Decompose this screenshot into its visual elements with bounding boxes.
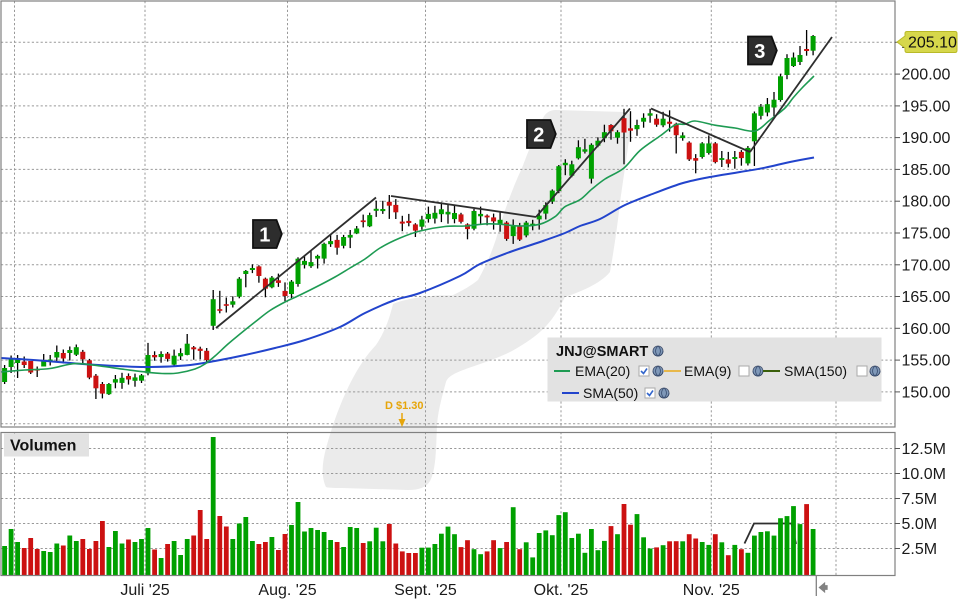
- svg-text:7.5M: 7.5M: [902, 491, 938, 508]
- svg-text:155.00: 155.00: [902, 353, 951, 370]
- svg-text:195.00: 195.00: [902, 98, 951, 115]
- svg-text:Juli '25: Juli '25: [120, 582, 169, 599]
- svg-text:JNJ@SMART: JNJ@SMART: [556, 344, 648, 360]
- svg-text:Nov. '25: Nov. '25: [683, 582, 740, 599]
- svg-text:185.00: 185.00: [902, 162, 951, 179]
- svg-text:SMA(150): SMA(150): [784, 363, 847, 379]
- svg-text:200.00: 200.00: [902, 67, 951, 84]
- svg-text:160.00: 160.00: [902, 321, 951, 338]
- svg-text:EMA(20): EMA(20): [575, 363, 630, 379]
- svg-text:Volumen: Volumen: [10, 438, 76, 455]
- svg-text:10.0M: 10.0M: [902, 466, 946, 483]
- svg-text:5.0M: 5.0M: [902, 516, 938, 533]
- svg-text:1: 1: [259, 224, 270, 246]
- svg-text:SMA(50): SMA(50): [583, 385, 638, 401]
- svg-text:190.00: 190.00: [902, 130, 951, 147]
- svg-text:3: 3: [754, 41, 765, 63]
- svg-text:Sept. '25: Sept. '25: [394, 582, 457, 599]
- svg-text:2.5M: 2.5M: [902, 541, 938, 558]
- svg-text:150.00: 150.00: [902, 384, 951, 401]
- svg-text:170.00: 170.00: [902, 257, 951, 274]
- svg-text:2: 2: [533, 124, 544, 146]
- svg-text:EMA(9): EMA(9): [684, 363, 731, 379]
- svg-text:175.00: 175.00: [902, 226, 951, 243]
- svg-text:180.00: 180.00: [902, 194, 951, 211]
- svg-text:Okt. '25: Okt. '25: [534, 582, 589, 599]
- svg-text:165.00: 165.00: [902, 289, 951, 306]
- svg-text:12.5M: 12.5M: [902, 441, 946, 458]
- svg-text:205.10: 205.10: [908, 34, 957, 51]
- svg-text:D $1.30: D $1.30: [385, 400, 424, 412]
- svg-text:Aug. '25: Aug. '25: [258, 582, 316, 599]
